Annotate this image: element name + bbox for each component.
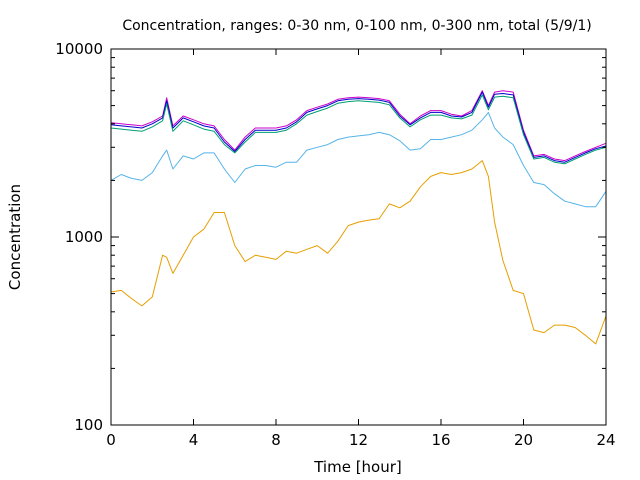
series-line-5 (110, 160, 607, 345)
x-tick-label: 20 (514, 431, 533, 449)
x-tick-label: 24 (596, 431, 615, 449)
series-line-4 (110, 111, 607, 208)
y-axis-label: Concentration (6, 184, 24, 290)
y-tick-label: 10000 (55, 40, 103, 58)
x-tick-label: 12 (349, 431, 368, 449)
chart-title: Concentration, ranges: 0-30 nm, 0-100 nm… (122, 18, 591, 34)
x-tick-label: 8 (271, 431, 281, 449)
series-line-1 (110, 90, 607, 162)
x-tick-label: 16 (431, 431, 450, 449)
y-tick-label: 100 (74, 416, 103, 434)
x-axis-label: Time [hour] (313, 458, 402, 476)
y-tick-label: 1000 (65, 228, 103, 246)
series-layer (110, 90, 607, 345)
plot-frame (110, 48, 607, 426)
series-line-2 (110, 91, 607, 163)
series-line-3 (110, 94, 607, 165)
x-tick-label: 0 (106, 431, 116, 449)
ticks-layer: 0 4 8 12 16 20 24 100 1000 10000 (55, 40, 615, 449)
x-tick-label: 4 (189, 431, 199, 449)
